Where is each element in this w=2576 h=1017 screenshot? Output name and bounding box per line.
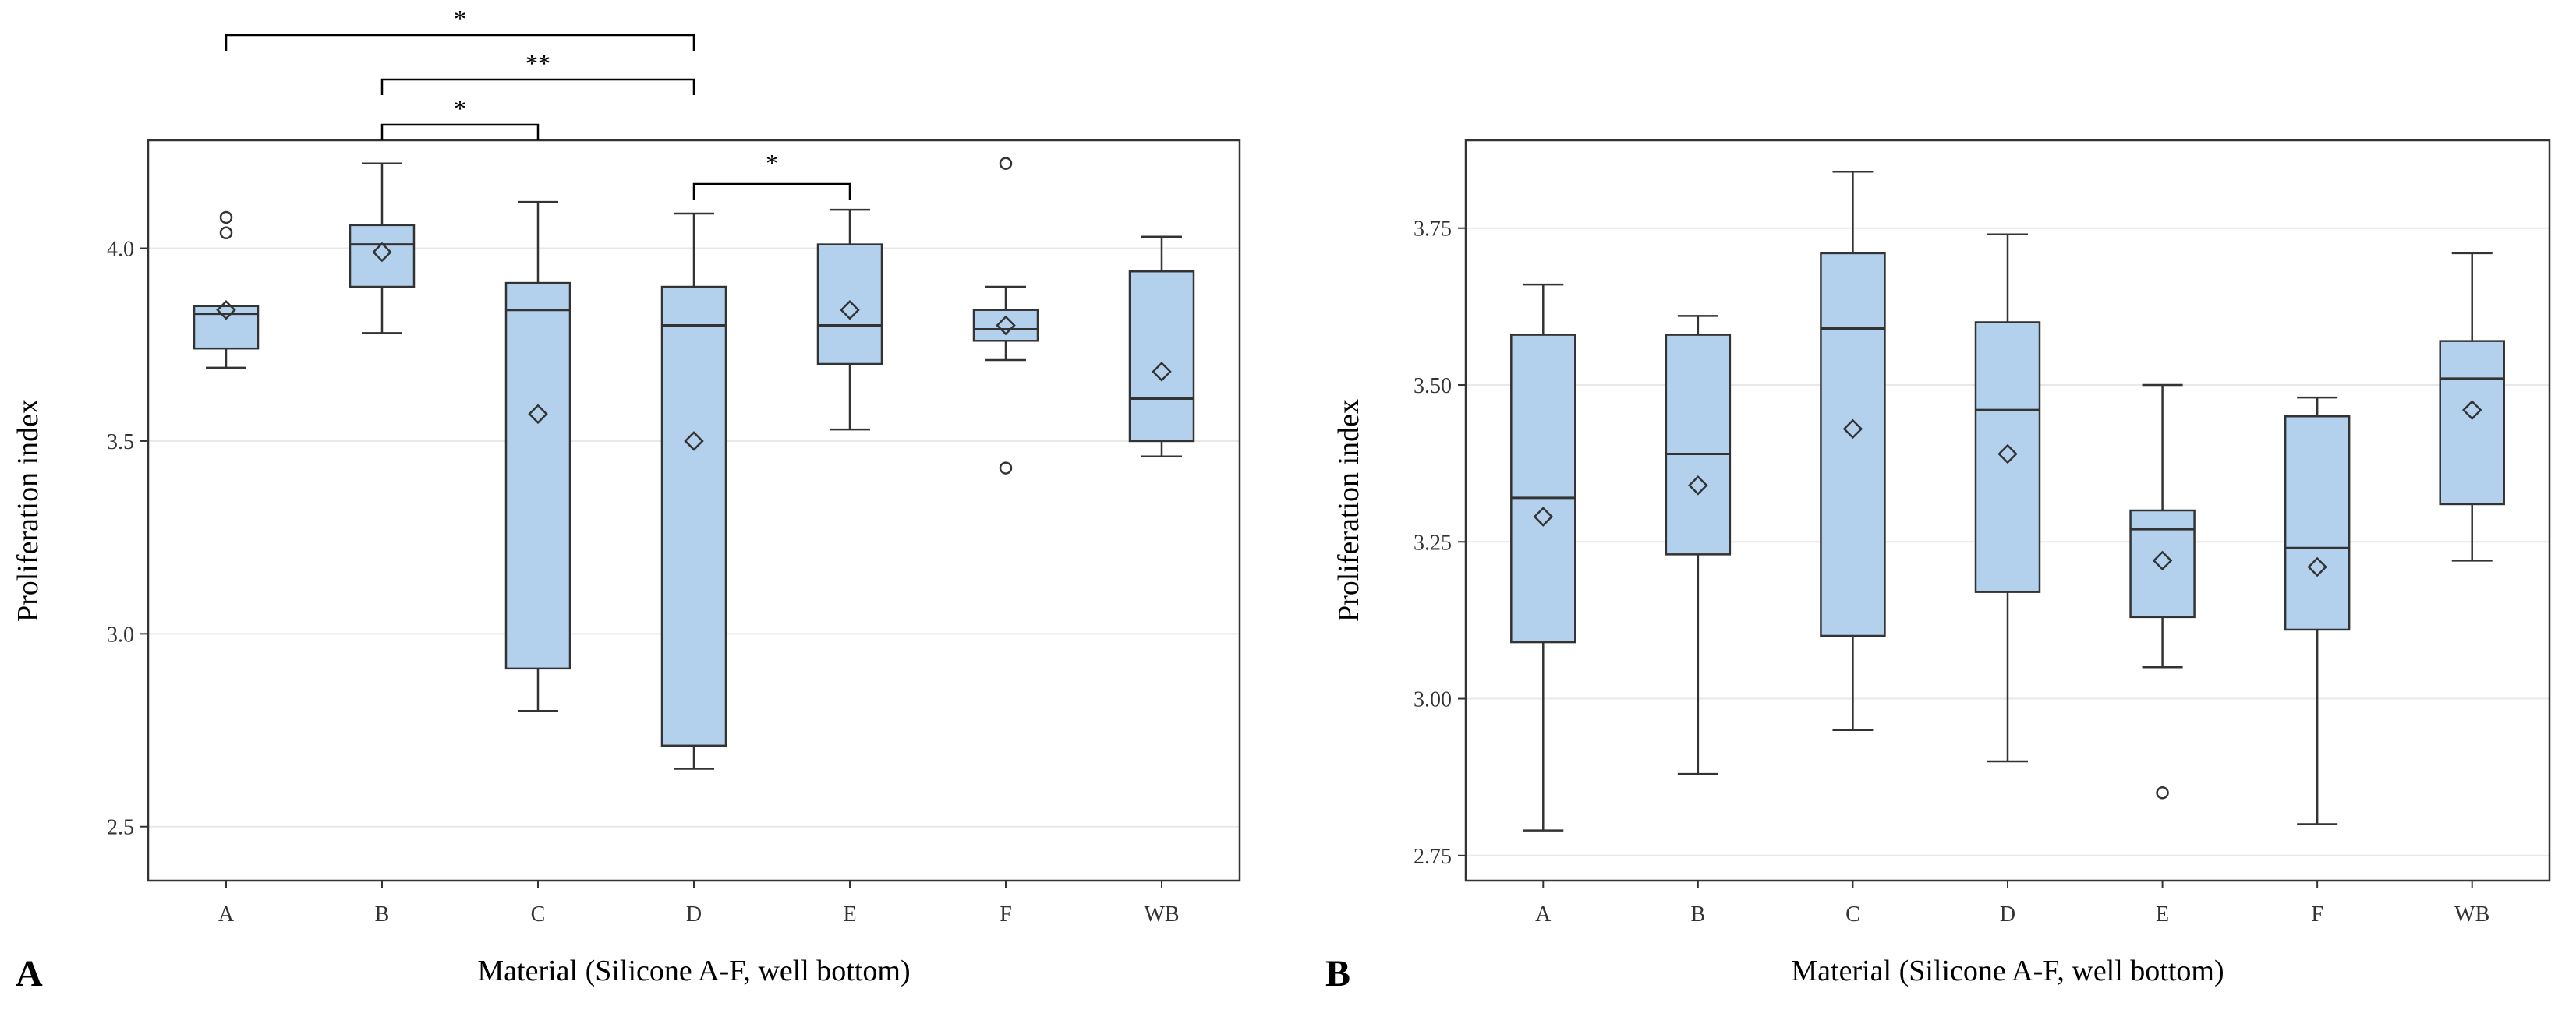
outlier-point [999,157,1013,170]
panel-a-significance-bracket: ** [380,49,695,95]
panel-b-box-d [1974,233,2041,763]
panel-b-box-b [1665,315,1732,775]
outlier-point [219,226,233,239]
box-iqr [1510,334,1576,644]
panel-a-ytick-label: 4.0 [107,238,134,262]
panel-a-ytick-label: 3.5 [107,430,134,454]
bracket-line [380,78,695,95]
mean-marker [684,431,704,451]
significance-label: * [766,149,778,177]
panel-b-ytick-label: 3.75 [1414,217,1452,242]
panel-b-y-axis-title: Proliferation index [1332,399,1365,622]
bracket-line [692,182,851,200]
panel-b-xtick-label: B [1691,902,1706,927]
mean-marker [1842,418,1863,440]
box-iqr [660,285,727,747]
panel-a-significance-bracket: * [380,94,540,140]
panel-a-significance-bracket: * [692,149,851,200]
panel-b-letter: B [1325,953,1350,994]
outlier-point [999,461,1013,475]
panel-a-x-axis-title: Material (Silicone A-F, well bottom) [477,955,910,987]
box-iqr [349,224,416,288]
mean-marker [2152,550,2173,571]
panel-a-box-b [349,162,416,334]
box-iqr [193,305,260,350]
panel-a: 2.5 3.0 3.5 4.0 A B C D E F WB Material (Silicone A… [12,5,1241,994]
box-iqr [504,281,571,670]
mean-marker [1533,507,1554,527]
panel-a-xtick-label: A [218,902,235,927]
mean-marker [1688,475,1708,496]
box-iqr [972,309,1039,342]
panel-a-xtick-label: F [1000,902,1012,927]
panel-a-xtick-label: E [843,902,856,927]
panel-a-y-axis-title: Proliferation index [12,399,44,622]
mean-marker [2461,400,2482,420]
mean-marker [996,315,1016,336]
mean-marker [528,404,548,425]
panel-a-box-wb [1128,235,1195,457]
panel-a-box-e [816,208,883,431]
box-iqr [2129,509,2196,619]
panel-b-box-c [1820,171,1886,732]
outlier-point [2156,786,2169,800]
significance-label: ** [525,49,550,77]
mean-marker [2307,556,2327,577]
mean-marker [216,299,236,320]
panel-b-ytick-label: 3.50 [1414,374,1452,398]
box-iqr [1128,270,1195,443]
panel-a-xtick-label: WB [1144,902,1179,927]
panel-a-significance-bracket: * [225,5,695,51]
panel-a-box-d [660,212,727,770]
significance-label: * [454,5,466,33]
panel-a-letter: A [16,953,43,994]
box-iqr [2439,340,2505,506]
bracket-line [380,123,540,140]
panel-b-box-a [1510,283,1576,832]
panel-b-xtick-label: WB [2454,902,2489,927]
panel-a-xtick-label: C [531,902,546,927]
panel-b-xtick-label: A [1535,902,1552,927]
box-iqr [1820,252,1886,637]
panel-b-ytick-label: 3.25 [1414,531,1452,555]
panel-b-ytick-label: 2.75 [1414,845,1452,869]
panel-b-xtick-label: F [2311,902,2323,927]
box-iqr [1974,321,2041,593]
mean-marker [1997,443,2018,464]
panel-b: 2.75 3.00 3.25 3.50 3.75 A B C D E F WB Material (Si… [1325,139,2551,994]
panel-a-xtick-label: B [375,902,390,927]
significance-label: * [454,94,466,122]
box-iqr [1665,334,1732,556]
mean-marker [1152,362,1172,382]
outlier-point [219,210,233,224]
box-iqr [816,243,883,365]
panel-a-box-c [504,200,571,712]
mean-marker [372,242,392,263]
panel-b-box-f [2284,396,2351,825]
panel-a-box-a [193,210,260,369]
panel-b-box-wb [2439,252,2505,562]
panel-b-ytick-label: 3.00 [1414,688,1452,712]
panel-b-box-e [2129,383,2196,800]
panel-a-box-f [972,157,1039,475]
bracket-line [225,34,695,51]
panel-b-xtick-label: E [2156,902,2169,927]
panel-b-xtick-label: C [1845,902,1860,927]
panel-b-xtick-label: D [2000,902,2015,927]
panel-b-x-axis-title: Material (Silicone A-F, well bottom) [1791,955,2224,987]
panel-a-ytick-label: 3.0 [107,623,134,647]
panel-a-xtick-label: D [686,902,702,927]
panel-a-ytick-label: 2.5 [107,816,134,840]
box-iqr [2284,415,2351,631]
mean-marker [840,299,860,320]
